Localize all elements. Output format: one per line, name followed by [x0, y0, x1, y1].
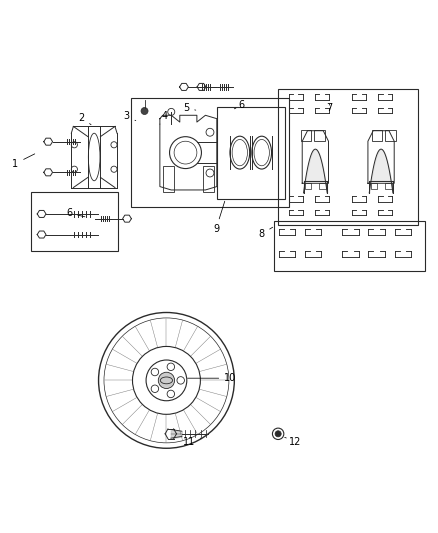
- Text: 12: 12: [285, 437, 301, 447]
- Bar: [203, 166, 213, 192]
- Bar: [131, 98, 289, 207]
- Text: 9: 9: [213, 201, 225, 235]
- Text: 6: 6: [234, 100, 245, 110]
- Bar: [278, 89, 418, 225]
- Bar: [217, 107, 285, 199]
- Text: 7: 7: [326, 103, 332, 113]
- Text: 1: 1: [12, 154, 35, 168]
- Bar: [385, 130, 396, 141]
- Bar: [274, 221, 425, 271]
- Circle shape: [158, 372, 175, 389]
- Bar: [163, 166, 173, 192]
- Text: 6: 6: [66, 208, 85, 218]
- Bar: [314, 130, 325, 141]
- Text: 8: 8: [258, 227, 273, 239]
- Text: 3: 3: [124, 111, 136, 122]
- Circle shape: [275, 431, 281, 437]
- Text: 2: 2: [78, 112, 91, 125]
- Bar: [319, 183, 326, 189]
- Bar: [371, 183, 377, 189]
- Text: 5: 5: [183, 103, 196, 113]
- Bar: [305, 183, 311, 189]
- Bar: [385, 183, 392, 189]
- Text: 11: 11: [183, 437, 201, 447]
- Bar: [301, 130, 311, 141]
- Bar: [31, 192, 118, 251]
- Circle shape: [141, 108, 148, 115]
- Text: 4: 4: [160, 111, 168, 124]
- Bar: [372, 130, 382, 141]
- Text: 10: 10: [187, 373, 237, 383]
